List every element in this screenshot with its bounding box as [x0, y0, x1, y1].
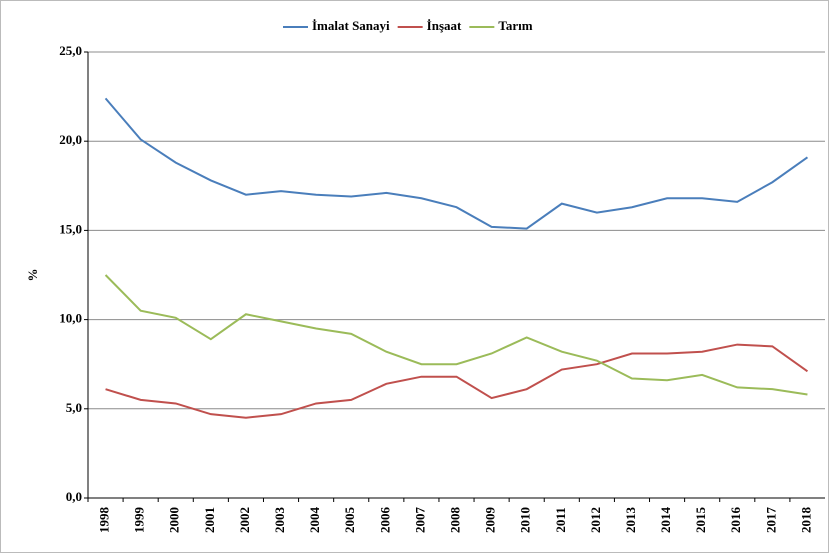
- legend-label: Tarım: [498, 18, 532, 33]
- legend-label: İmalat Sanayi: [312, 18, 390, 33]
- x-tick-label: 2005: [342, 507, 357, 534]
- x-tick-label: 2018: [798, 507, 813, 534]
- x-tick-label: 2012: [588, 507, 603, 533]
- x-tick-label: 2003: [272, 507, 287, 534]
- y-tick-label: 5,0: [66, 400, 82, 415]
- x-tick-label: 2006: [377, 507, 392, 534]
- x-tick-label: 2002: [237, 507, 252, 533]
- y-tick-label: 0,0: [66, 489, 82, 504]
- x-tick-label: 2001: [202, 507, 217, 533]
- series-line: [104, 97, 809, 230]
- x-tick-label: 2008: [447, 507, 462, 534]
- x-tick-label: 2004: [307, 507, 322, 534]
- x-tick-label: 2015: [693, 507, 708, 534]
- y-tick-label: 20,0: [59, 132, 82, 147]
- x-tick-label: 2014: [658, 507, 673, 534]
- series-line: [104, 274, 808, 396]
- x-tick-label: 1999: [132, 507, 147, 534]
- x-tick-label: 2000: [167, 507, 182, 533]
- x-tick-label: 2016: [728, 507, 743, 534]
- series-line: [105, 343, 809, 419]
- x-tick-label: 2009: [483, 506, 498, 533]
- x-tick-label: 2013: [623, 507, 638, 534]
- y-tick-label: 10,0: [59, 311, 82, 326]
- x-tick-label: 2011: [553, 507, 568, 532]
- y-tick-label: 15,0: [59, 221, 82, 236]
- x-tick-label: 2017: [763, 507, 778, 534]
- x-tick-label: 1998: [97, 507, 112, 534]
- legend-label: İnşaat: [427, 18, 462, 33]
- y-axis-label: %: [25, 269, 40, 282]
- x-tick-label: 2007: [412, 507, 427, 534]
- y-tick-label: 25,0: [59, 43, 82, 58]
- x-tick-label: 2010: [518, 507, 533, 533]
